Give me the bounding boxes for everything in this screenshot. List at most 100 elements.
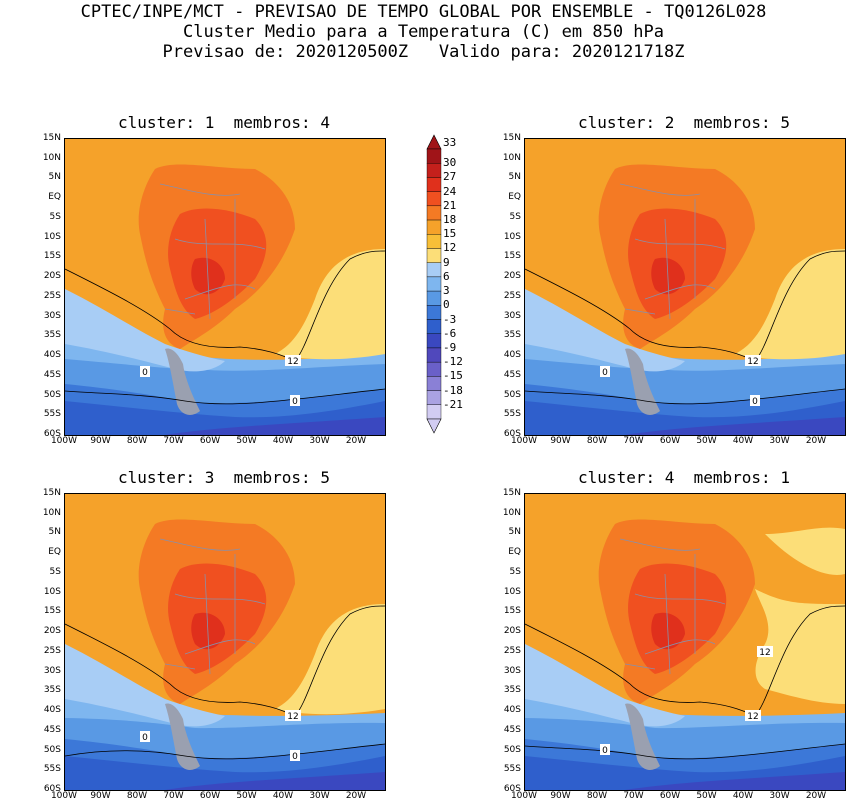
lon-tick-label: 30W (769, 791, 790, 801)
contour-0 (525, 388, 845, 405)
colorbar (426, 134, 442, 434)
lon-tick-label: 90W (90, 791, 111, 801)
lat-tick-label: 40S (503, 350, 521, 361)
band-6-9 (65, 644, 225, 727)
contour-12 (65, 250, 385, 362)
colorbar-swatch (426, 248, 442, 263)
lat-tick-label: 15N (502, 488, 521, 498)
colorbar-swatch (426, 404, 442, 420)
colorbar-level-label: 21 (443, 198, 457, 212)
lat-tick-label: 60S (43, 429, 61, 439)
svg-text:0: 0 (292, 752, 298, 762)
lon-tick-label: 100W (50, 436, 78, 446)
lon-tick-label: 50W (236, 436, 257, 446)
svg-text:0: 0 (752, 397, 758, 407)
colorbar-level-label: -12 (443, 355, 463, 369)
colorbar-swatch (426, 361, 442, 377)
lon-tick-label: 30W (309, 436, 330, 446)
patagonia-land (165, 703, 200, 770)
lat-tick-label: 50S (43, 389, 61, 400)
map-panel-3: 12 0 0 (64, 493, 386, 791)
lon-tick-label: 80W (126, 791, 148, 801)
colorbar-level-label: -15 (443, 369, 463, 383)
panel-2-title: cluster: 2 membros: 5 (578, 113, 790, 132)
lat-tick-label: 5S (49, 211, 61, 222)
colorbar-swatch (426, 205, 442, 221)
title-line-2: Cluster Medio para a Temperatura (C) em … (182, 22, 665, 42)
lat-tick-label: 25S (43, 290, 61, 301)
colorbar-swatch (426, 333, 442, 349)
lat-tick-label: 45S (43, 369, 61, 380)
lon-tick-label: 70W (163, 791, 184, 801)
contour-0 (525, 743, 845, 760)
colorbar-level-label: -18 (443, 383, 463, 397)
band-9-12-north (765, 527, 845, 575)
colorbar-swatch (426, 319, 442, 334)
lon-tick-label: 60W (659, 436, 681, 446)
colorbar-level-label: 3 (443, 284, 450, 298)
contour-12 (525, 605, 845, 717)
lon-tick-label: 20W (805, 436, 827, 446)
lat-tick-label: 55S (503, 764, 521, 775)
svg-text:0: 0 (602, 746, 608, 756)
colorbar-swatch (426, 376, 442, 391)
lon-tick-label: 30W (769, 436, 790, 446)
colorbar-swatch (426, 305, 442, 320)
lat-tick-label: 5S (49, 566, 61, 577)
lat-tick-label: 60S (503, 784, 521, 794)
lat-tick-label: EQ (508, 547, 521, 558)
panel-1-title: cluster: 1 membros: 4 (118, 113, 330, 132)
lat-tick-label: 45S (503, 369, 521, 380)
title-line-1: CPTEC/INPE/MCT - PREVISAO DE TEMPO GLOBA… (80, 2, 767, 22)
lat-tick-label: 20S (503, 626, 521, 637)
lat-tick-label: 35S (43, 330, 61, 341)
patagonia-land (625, 348, 660, 415)
contour-0 (65, 388, 385, 405)
patagonia-land (165, 348, 200, 415)
colorbar-swatch (426, 191, 442, 207)
lon-tick-label: 60W (199, 791, 221, 801)
colorbar-level-label: 0 (443, 298, 450, 312)
lat-tick-label: 55S (43, 764, 61, 775)
lat-tick-label: 20S (43, 626, 61, 637)
lon-tick-label: 20W (805, 791, 827, 801)
svg-text:12: 12 (287, 357, 298, 367)
lat-tick-label: 45S (503, 724, 521, 735)
lat-tick-label: 5N (48, 527, 61, 538)
band-6-9 (525, 289, 685, 372)
colorbar-level-label: 30 (443, 156, 457, 170)
lat-tick-label: 35S (43, 685, 61, 696)
colorbar-level-label: 27 (443, 170, 457, 184)
contour-label-b: 12 (757, 646, 773, 658)
svg-text:12: 12 (747, 357, 758, 367)
svg-text:0: 0 (292, 397, 298, 407)
lat-tick-label: 10S (43, 586, 61, 597)
panel-4-title: cluster: 4 membros: 1 (578, 468, 790, 487)
contour-label-c: 0 (750, 395, 760, 407)
lat-tick-label: 55S (43, 409, 61, 420)
colorbar-level-label: 9 (443, 255, 450, 269)
lon-tick-label: 80W (586, 436, 608, 446)
colorbar-swatch (426, 262, 442, 278)
svg-text:0: 0 (602, 368, 608, 378)
band-9-12 (755, 589, 845, 704)
lat-tick-label: 40S (503, 705, 521, 716)
colorbar-swatch (426, 148, 442, 164)
lon-tick-label: 90W (550, 791, 571, 801)
lat-tick-label: 25S (503, 290, 521, 301)
colorbar-level-label: 33 (443, 136, 457, 149)
colorbar-level-label: 24 (443, 184, 457, 198)
colorbar-level-label: -3 (443, 312, 457, 326)
lat-tick-label: 50S (43, 744, 61, 755)
lat-tick-label: 30S (43, 665, 61, 676)
lon-tick-label: 90W (90, 436, 111, 446)
contour-label-b: 0 (600, 366, 610, 378)
lon-tick-label: 50W (696, 791, 717, 801)
lat-tick-label: 30S (503, 665, 521, 676)
lat-tick-label: 25S (503, 645, 521, 656)
lat-tick-label: 5S (509, 566, 521, 577)
lat-tick-label: 10N (42, 507, 61, 518)
colorbar-swatch (426, 290, 442, 306)
lon-tick-label: 70W (163, 436, 184, 446)
band-6-9 (65, 289, 225, 372)
